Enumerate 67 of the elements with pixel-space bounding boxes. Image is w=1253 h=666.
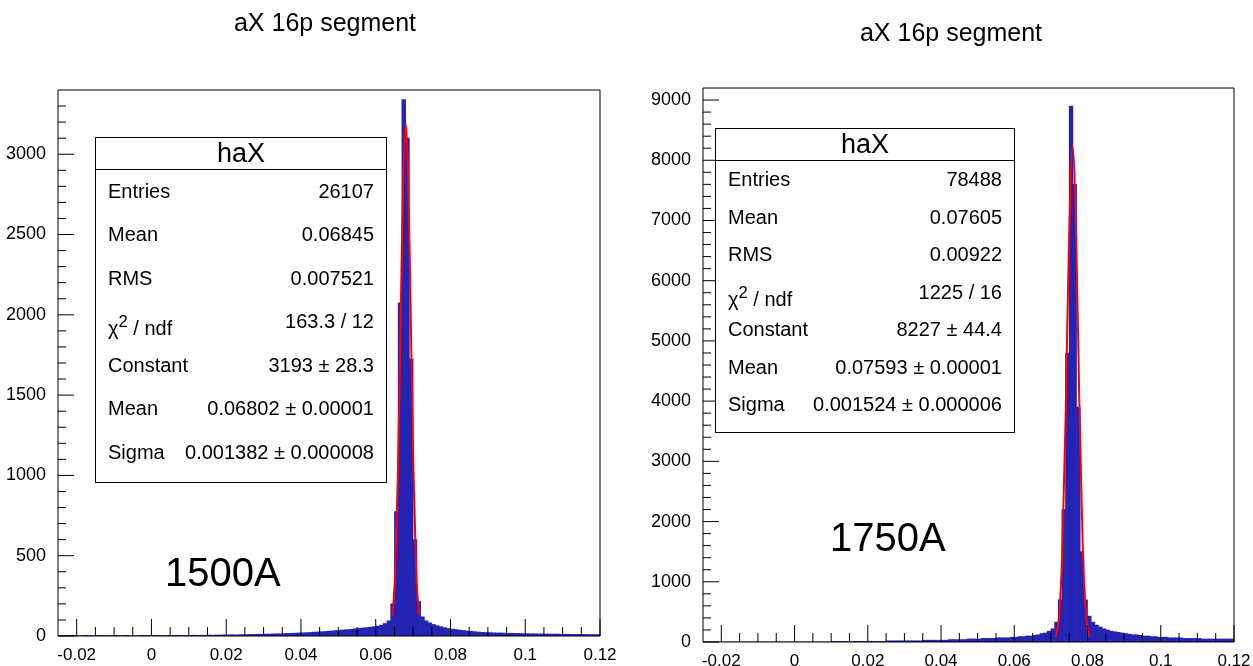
annotation: Mean	[728, 354, 779, 380]
x-tick-label: 0.06	[359, 644, 393, 664]
annotation: 0.06802 ± 0.00001	[207, 396, 374, 422]
x-tick-label: 0.12	[1217, 650, 1251, 666]
y-tick-label: 1500	[5, 384, 46, 405]
y-tick-label: 1000	[5, 464, 46, 485]
y-tick-label: 0	[680, 630, 691, 651]
annotation: 0.001382 ± 0.000008	[185, 439, 374, 465]
y-tick-label: 6000	[650, 269, 691, 290]
annotation: Entries	[108, 179, 171, 204]
x-tick-label: 0.02	[851, 650, 885, 666]
annotation: Constant	[728, 317, 809, 343]
y-tick-label: 2500	[5, 223, 46, 244]
x-tick-label: 0.06	[997, 650, 1031, 666]
annotation: χ$^{2}$ / ndf	[108, 311, 173, 341]
x-tick-label: 0.02	[209, 644, 243, 664]
x-tick-label: -0.02	[57, 644, 97, 664]
annotation: 0.00922	[929, 242, 1002, 268]
annotation: 26107	[318, 179, 374, 204]
chart-title: aX 16p segment	[859, 18, 1043, 47]
annotation: 0.001524 ± 0.000006	[813, 392, 1002, 418]
annotation: 1500A	[165, 550, 281, 595]
x-tick-label: 0.1	[513, 644, 538, 664]
annotation: 1750A	[830, 515, 946, 560]
annotation: 0.07593 ± 0.00001	[835, 354, 1002, 380]
y-tick-label: 1000	[650, 570, 691, 591]
x-tick-label: 0.12	[583, 644, 617, 664]
x-tick-label: 0.08	[1070, 650, 1105, 666]
y-tick-label: 2000	[650, 510, 691, 531]
x-tick-label: 0.04	[284, 644, 318, 664]
x-tick-label: 0.08	[433, 644, 468, 664]
x-tick-label: 0	[146, 644, 157, 664]
y-tick-label: 8000	[650, 149, 691, 170]
y-tick-label: 5000	[650, 329, 691, 350]
annotation: Mean	[108, 396, 159, 422]
annotation: 163.3 / 12	[285, 309, 374, 335]
annotation: χ$^{2}$ / ndf	[728, 281, 793, 312]
y-tick-label: 4000	[650, 390, 691, 411]
annotation: haX	[716, 129, 1014, 161]
annotation: 0.007521	[290, 265, 374, 291]
annotation: RMS	[108, 265, 153, 291]
annotation: Mean	[728, 204, 779, 230]
y-tick-label: 2000	[5, 303, 46, 324]
annotation: Mean	[108, 222, 159, 248]
annotation: 3193 ± 28.3	[268, 352, 374, 378]
annotation: haX	[96, 138, 386, 170]
x-tick-label: 0.04	[924, 650, 958, 666]
y-tick-label: 500	[15, 544, 46, 565]
annotation: Entries	[728, 167, 791, 192]
y-tick-label: 9000	[650, 89, 691, 110]
annotation: RMS	[728, 242, 773, 268]
chart-title: aX 16p segment	[233, 8, 417, 37]
annotation: 78488	[946, 167, 1002, 192]
annotation: 1225 / 16	[918, 279, 1002, 305]
y-tick-label: 3000	[5, 143, 46, 164]
annotation: 0.07605	[929, 204, 1002, 230]
x-tick-label: -0.02	[701, 650, 741, 666]
x-tick-label: 0.1	[1148, 650, 1173, 666]
y-tick-label: 7000	[650, 209, 691, 230]
annotation: 0.06845	[301, 222, 374, 248]
annotation: Constant	[108, 352, 189, 378]
y-tick-label: 3000	[650, 450, 691, 471]
annotation: Sigma	[728, 392, 785, 418]
annotation: Sigma	[108, 439, 165, 465]
annotation: 8227 ± 44.4	[896, 317, 1002, 343]
x-tick-label: 0	[789, 650, 800, 666]
y-tick-label: 0	[35, 624, 46, 645]
